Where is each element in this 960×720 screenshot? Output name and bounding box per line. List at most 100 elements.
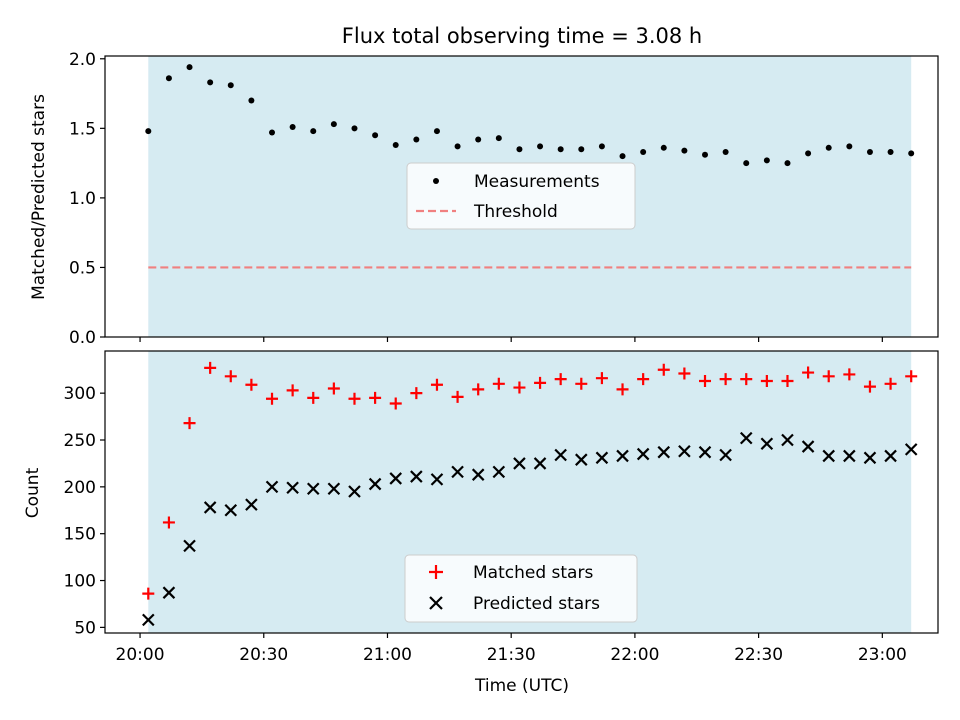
matched-star-point: [863, 380, 876, 393]
predicted-star-point: [162, 586, 176, 599]
count-panel: 50 100 150 200 250 300 20:00 20:30 21:00 21:30 22…: [23, 350, 939, 696]
ratio-y-tick-label: 0.5: [69, 258, 96, 278]
chart-title: Flux total observing time = 3.08 h: [342, 24, 702, 48]
predicted-star-point: [781, 433, 794, 447]
predicted-star-point: [224, 503, 238, 517]
time-x-tick-label: 23:00: [858, 645, 907, 665]
predicted-star-point: [822, 449, 835, 463]
predicted-star-point: [348, 485, 361, 498]
measurement-point: [289, 123, 296, 130]
matched-star-point: [740, 373, 753, 386]
measurement-point: [722, 148, 729, 155]
ratio-legend-box: [406, 162, 636, 230]
measurement-point: [454, 143, 461, 150]
threshold-legend-label: Threshold: [473, 202, 558, 222]
count-y-tick-label: 150: [64, 525, 96, 545]
count-y-tick-label: 200: [64, 478, 96, 498]
ratio-legend: Measurements Threshold: [406, 162, 636, 230]
measurement-point: [227, 82, 234, 89]
measurement-point: [310, 128, 317, 135]
matched-star-point: [142, 587, 155, 600]
matched-star-point: [266, 392, 279, 405]
count-y-tick-label: 300: [64, 384, 96, 404]
matched-star-point: [224, 370, 237, 383]
predicted-star-point: [760, 437, 774, 451]
matched-star-point: [575, 377, 588, 390]
measurement-point: [619, 153, 626, 160]
matched-star-point: [183, 417, 196, 430]
predicted-star-point: [739, 431, 753, 445]
measurement-point: [743, 160, 750, 167]
matched-star-point: [595, 372, 608, 385]
count-y-tick-label: 50: [74, 618, 96, 638]
measurements-legend-marker: [433, 178, 439, 184]
matched-star-point: [162, 516, 175, 529]
measurement-point: [887, 148, 894, 155]
predicted-star-point: [142, 613, 155, 627]
measurement-point: [805, 150, 812, 157]
measurement-point: [866, 148, 873, 155]
time-x-tick-label: 21:30: [487, 645, 536, 665]
measurement-point: [372, 132, 379, 139]
predicted-star-point: [657, 445, 671, 459]
predicted-star-point: [389, 472, 403, 485]
matched-star-point: [492, 377, 505, 390]
matched-star-point: [678, 367, 691, 380]
measurement-point: [330, 121, 337, 128]
measurement-point: [598, 143, 605, 150]
matched-star-point: [534, 376, 547, 389]
matched-star-point: [245, 378, 258, 391]
matched-star-point: [802, 366, 815, 379]
matched-star-point: [554, 373, 567, 386]
matched-star-point: [348, 392, 361, 405]
time-x-tick-label: 22:00: [610, 645, 659, 665]
ratio-y-ticks: 0.0 0.5 1.0 1.5 2.0: [69, 50, 105, 348]
predicted-star-point: [698, 445, 712, 459]
count-legend-box: [404, 554, 638, 623]
matched-star-point: [513, 381, 526, 394]
count-y-tick-label: 250: [64, 431, 96, 451]
predicted-star-point: [410, 470, 423, 483]
predicted-star-point: [513, 457, 526, 470]
ratio-x-ticks: [139, 337, 883, 342]
ratio-y-tick-label: 1.5: [69, 119, 96, 139]
matched-star-point: [389, 397, 402, 410]
matched-star-point: [410, 387, 423, 400]
predicted-star-point: [451, 465, 464, 479]
measurement-point: [516, 146, 523, 153]
matched-star-point: [719, 373, 732, 386]
matched-star-point: [822, 370, 835, 383]
predicted-star-point: [286, 481, 299, 495]
predicted-star-point: [533, 457, 547, 470]
measurement-point: [165, 75, 172, 82]
predicted-star-point: [636, 447, 650, 461]
measurement-point: [351, 125, 358, 132]
matched-star-point: [905, 370, 918, 383]
measurement-point: [186, 64, 193, 71]
measurement-point: [825, 144, 832, 151]
predicted-star-point: [801, 440, 815, 453]
ratio-y-tick-label: 1.0: [69, 189, 96, 209]
matched-star-point: [430, 378, 443, 391]
matched-star-point: [884, 377, 897, 390]
measurement-point: [640, 148, 647, 155]
predicted-legend-marker: [429, 596, 443, 610]
measurement-point: [537, 143, 544, 150]
count-plot-frame: [104, 350, 939, 634]
matched-star-point: [327, 382, 340, 395]
measurement-point: [784, 160, 791, 167]
time-x-tick-label: 22:30: [734, 645, 783, 665]
measurement-point: [702, 151, 709, 158]
predicted-star-point: [843, 449, 856, 463]
matched-star-point: [616, 383, 629, 396]
measurement-point: [660, 144, 667, 151]
matched-legend-marker: [429, 565, 443, 579]
predicted-star-point: [471, 468, 485, 481]
time-axis-label: Time (UTC): [474, 676, 569, 696]
matched-star-point: [451, 390, 464, 403]
ratio-y-axis-label: Matched/Predicted stars: [29, 94, 49, 300]
predicted-star-point: [554, 448, 567, 462]
measurement-point: [846, 143, 853, 150]
matched-star-point: [472, 383, 485, 396]
matched-star-point: [369, 391, 382, 404]
